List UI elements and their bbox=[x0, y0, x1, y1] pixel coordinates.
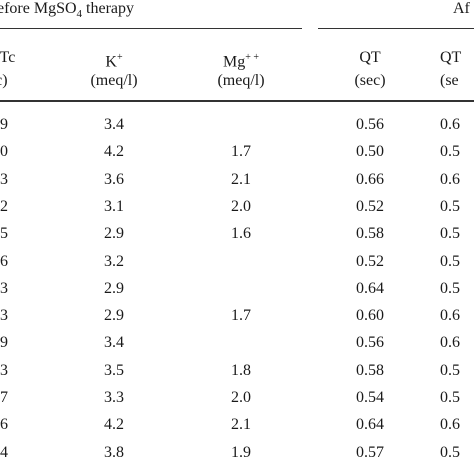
col-header-qtc: QTc bbox=[0, 49, 16, 66]
group-header-before-text: efore MgSO4 therapy bbox=[0, 0, 135, 21]
before-group-rule bbox=[0, 28, 302, 29]
cell-qtc: .57 bbox=[0, 389, 8, 406]
cell-mg: 2.0 bbox=[231, 389, 251, 406]
cell-k: 3.4 bbox=[104, 334, 124, 352]
cell-mg: 1.7 bbox=[231, 307, 251, 325]
cell-mg: 2.0 bbox=[231, 197, 251, 215]
cell-k: 3.8 bbox=[104, 443, 124, 461]
cell-mg: 1.9 bbox=[231, 443, 251, 461]
cell-qt: 0.52 bbox=[356, 252, 384, 270]
col-header-qt: QT bbox=[359, 49, 381, 66]
cell-k: 3.1 bbox=[104, 197, 124, 215]
after-group-rule bbox=[318, 28, 474, 29]
cell-qtc: .56 bbox=[0, 252, 8, 270]
cell-qt: 0.56 bbox=[356, 334, 384, 352]
cell-qtc: .64 bbox=[0, 443, 8, 461]
cell-k: 2.9 bbox=[104, 279, 124, 297]
cell-mg: 1.7 bbox=[231, 143, 251, 161]
col-unit-qtc: ec) bbox=[0, 72, 8, 89]
col-unit-k: (meq/l) bbox=[90, 72, 138, 89]
cell-k: 3.5 bbox=[104, 361, 124, 379]
cell-k: 3.4 bbox=[104, 116, 124, 133]
cell-qtc-after: 0.5 bbox=[440, 252, 460, 270]
cell-qt: 0.58 bbox=[356, 225, 384, 243]
group-header-after: Af bbox=[453, 0, 470, 17]
cell-mg: 2.1 bbox=[231, 170, 251, 188]
cell-qtc-after: 0.5 bbox=[440, 197, 460, 215]
cell-qtc-after: 0.5 bbox=[440, 443, 460, 461]
cell-k: 3.2 bbox=[104, 252, 124, 270]
cell-k: 3.6 bbox=[104, 170, 124, 188]
group-header-before: efore MgSO4 therapy bbox=[0, 0, 134, 20]
cell-qt: 0.52 bbox=[356, 197, 384, 215]
cell-mg: 1.6 bbox=[231, 225, 251, 243]
cell-qtc-after: 0.5 bbox=[440, 361, 460, 379]
cell-qtc-after: 0.6 bbox=[440, 170, 460, 188]
cell-k: 4.2 bbox=[104, 416, 124, 434]
cell-qtc: .53 bbox=[0, 279, 8, 297]
cell-qtc-after: 0.5 bbox=[440, 389, 460, 406]
col-header-qtc-after: QT bbox=[440, 49, 462, 66]
cell-qtc: .63 bbox=[0, 361, 8, 379]
cell-qtc-after: 0.6 bbox=[440, 116, 460, 133]
col-unit-qt: (sec) bbox=[354, 72, 386, 89]
col-unit-mg: (meq/l) bbox=[217, 72, 265, 89]
cell-qtc-after: 0.6 bbox=[440, 334, 460, 352]
col-header-k: K+ bbox=[105, 52, 123, 71]
cell-qt: 0.57 bbox=[356, 443, 384, 461]
cell-qtc: .63 bbox=[0, 170, 8, 188]
cell-qtc: .55 bbox=[0, 225, 8, 243]
cell-k: 4.2 bbox=[104, 143, 124, 161]
cell-qtc-after: 0.5 bbox=[440, 279, 460, 297]
col-unit-qtc-after: (se bbox=[440, 72, 459, 89]
cell-mg: 2.1 bbox=[231, 416, 251, 434]
header-bottom-rule bbox=[0, 100, 474, 102]
cell-qt: 0.66 bbox=[356, 170, 384, 188]
cell-mg: 1.8 bbox=[231, 361, 251, 379]
cell-qt: 0.54 bbox=[356, 389, 384, 406]
cell-qtc-after: 0.5 bbox=[440, 143, 460, 161]
cell-qt: 0.50 bbox=[356, 143, 384, 161]
cell-qt: 0.58 bbox=[356, 361, 384, 379]
cell-qtc: .69 bbox=[0, 334, 8, 352]
cell-qtc: .69 bbox=[0, 116, 8, 133]
cell-k: 2.9 bbox=[104, 225, 124, 243]
cell-qt: 0.60 bbox=[356, 307, 384, 325]
cell-qtc: .73 bbox=[0, 307, 8, 325]
cell-qt: 0.56 bbox=[356, 116, 384, 133]
cell-qtc-after: 0.5 bbox=[440, 225, 460, 243]
cell-qt: 0.64 bbox=[356, 416, 384, 434]
cell-qtc-after: 0.6 bbox=[440, 416, 460, 434]
col-header-mg: Mg+ + bbox=[222, 52, 259, 71]
cell-qtc: .80 bbox=[0, 143, 8, 161]
cell-qtc: .66 bbox=[0, 416, 8, 434]
cell-k: 3.3 bbox=[104, 389, 124, 406]
cell-qt: 0.64 bbox=[356, 279, 384, 297]
cell-k: 2.9 bbox=[104, 307, 124, 325]
cell-qtc-after: 0.6 bbox=[440, 307, 460, 325]
cell-qtc: .62 bbox=[0, 197, 8, 215]
